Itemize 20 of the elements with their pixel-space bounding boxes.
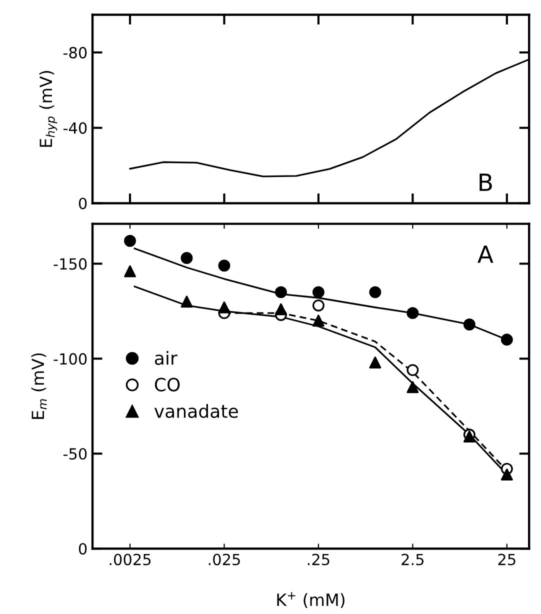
y-tick-label: -40: [63, 122, 87, 134]
y-tick-label: 0: [78, 198, 87, 210]
y-axis-title: E$_{hyp}$ (mV): [39, 71, 58, 147]
legend-label: air: [154, 350, 178, 365]
annotation: B: [480, 174, 492, 191]
y-axis-title: E$_{m}$ (mV): [31, 353, 47, 419]
x-tick-label: 2.5: [402, 554, 424, 566]
legend-label: vanadate: [154, 404, 238, 418]
y-tick-label: -100: [54, 353, 87, 365]
x-tick-label: .25: [308, 554, 330, 566]
y-tick-label: 0: [78, 543, 87, 555]
legend-label: CO: [154, 378, 180, 392]
x-axis-title: K$^{+}$ (mM): [277, 592, 344, 608]
x-tick-label: 25: [498, 554, 516, 566]
x-tick-label: .0025: [110, 554, 151, 566]
x-tick-label: .025: [208, 554, 240, 566]
y-tick-label: -50: [63, 448, 87, 460]
annotation: A: [478, 246, 494, 263]
y-tick-label: -80: [63, 46, 87, 58]
y-tick-label: -150: [54, 258, 87, 270]
